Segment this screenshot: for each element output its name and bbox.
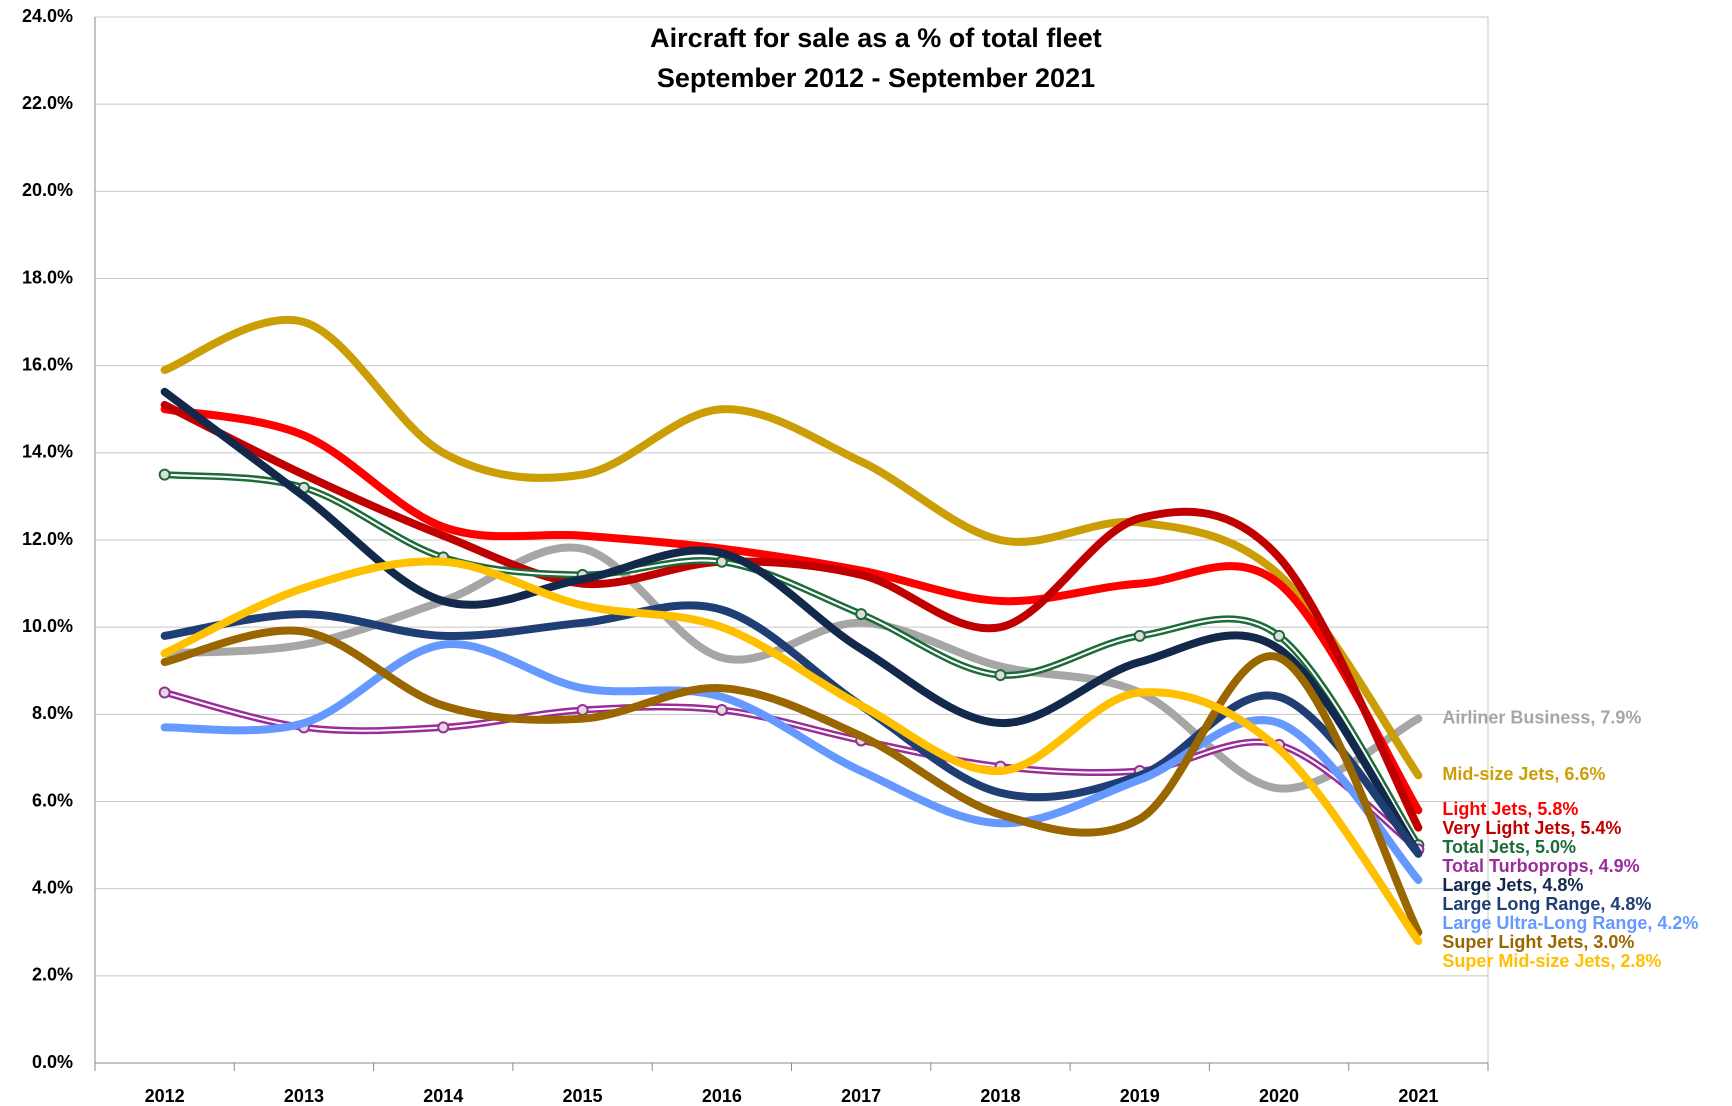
end-label: Airliner Business, 7.9% [1442, 707, 1641, 727]
marker [158, 686, 171, 699]
series-line: Mid-size Jets [160, 316, 1423, 780]
x-tick-label: 2019 [1120, 1086, 1160, 1106]
y-tick-label: 2.0% [32, 965, 73, 985]
end-label: Very Light Jets, 5.4% [1442, 818, 1621, 838]
x-tick-label: 2020 [1259, 1086, 1299, 1106]
marker [715, 703, 728, 716]
series: Super Light Jets [160, 626, 1423, 937]
x-tick-label: 2014 [423, 1086, 463, 1106]
y-tick-label: 22.0% [22, 93, 73, 113]
y-tick-label: 14.0% [22, 442, 73, 462]
marker [1133, 629, 1146, 642]
x-tick-label: 2016 [702, 1086, 742, 1106]
y-tick-label: 20.0% [22, 180, 73, 200]
series: Very Light Jets [160, 400, 1423, 832]
end-label: Large Ultra-Long Range, 4.2% [1442, 913, 1698, 933]
end-label: Light Jets, 5.8% [1442, 799, 1578, 819]
y-tick-label: 18.0% [22, 267, 73, 287]
grid [95, 16, 1488, 1064]
marker [1273, 629, 1286, 642]
y-tick-label: 8.0% [32, 703, 73, 723]
series: Mid-size Jets [160, 316, 1423, 780]
chart-subtitle: September 2012 - September 2021 [657, 63, 1095, 93]
series-line: Light Jets [160, 405, 1423, 815]
marker [855, 608, 868, 621]
series: Super Mid-size Jets [160, 557, 1423, 945]
x-tick-label: 2017 [841, 1086, 881, 1106]
end-label: Total Turboprops, 4.9% [1442, 856, 1639, 876]
y-tick-label: 12.0% [22, 529, 73, 549]
end-label: Large Jets, 4.8% [1442, 875, 1583, 895]
y-tick-label: 6.0% [32, 790, 73, 810]
x-tick-label: 2018 [980, 1086, 1020, 1106]
end-label: Large Long Range, 4.8% [1442, 894, 1651, 914]
marker [576, 703, 589, 716]
x-tick-label: 2021 [1398, 1086, 1438, 1106]
series-line: Large Jets [160, 387, 1423, 858]
series-line: Super Light Jets [160, 626, 1423, 937]
series-line: Very Light Jets [160, 400, 1423, 832]
marker [158, 468, 171, 481]
chart-title: Aircraft for sale as a % of total fleet [650, 23, 1102, 53]
series: Large Jets [160, 387, 1423, 858]
end-label: Total Jets, 5.0% [1442, 837, 1576, 857]
marker [994, 669, 1007, 682]
series-line: Super Mid-size Jets [160, 557, 1423, 945]
y-tick-label: 24.0% [22, 6, 73, 26]
y-tick-label: 0.0% [32, 1052, 73, 1072]
y-tick-label: 16.0% [22, 354, 73, 374]
x-tick-label: 2015 [563, 1086, 603, 1106]
marker [715, 555, 728, 568]
series: Large Long Range [160, 601, 1423, 858]
end-label: Mid-size Jets, 6.6% [1442, 764, 1605, 784]
y-tick-label: 10.0% [22, 616, 73, 636]
x-tick-label: 2012 [145, 1086, 185, 1106]
end-label: Super Light Jets, 3.0% [1442, 932, 1634, 952]
x-tick-label: 2013 [284, 1086, 324, 1106]
series: Light Jets [160, 405, 1423, 815]
series-line-inner [164, 473, 1420, 846]
marker [437, 721, 450, 734]
series-line-inner [164, 691, 1419, 851]
end-label: Super Mid-size Jets, 2.8% [1442, 951, 1661, 971]
y-tick-label: 4.0% [32, 877, 73, 897]
series-line: Large Long Range [160, 601, 1423, 858]
